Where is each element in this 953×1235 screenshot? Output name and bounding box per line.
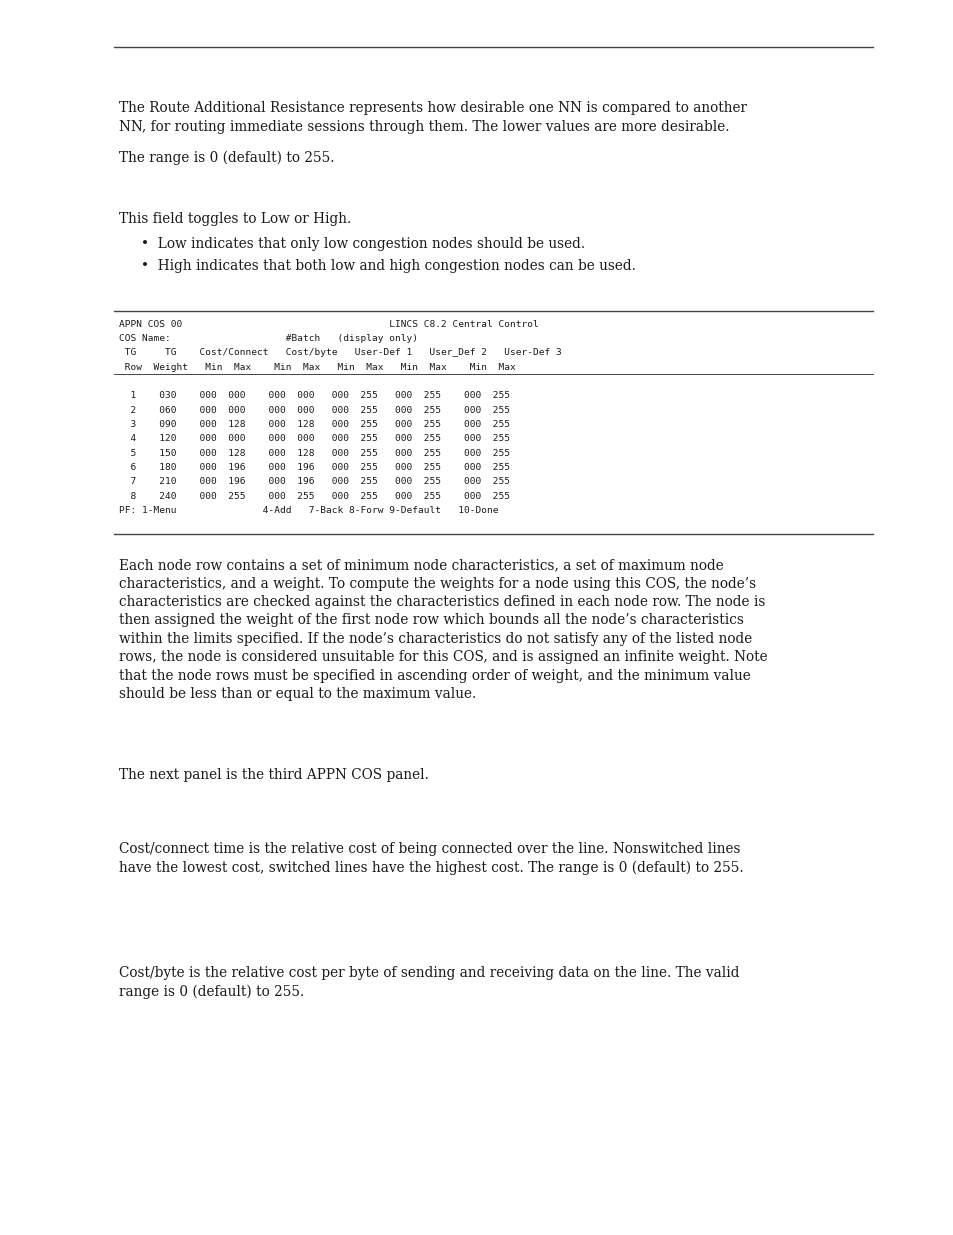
Text: •  Low indicates that only low congestion nodes should be used.: • Low indicates that only low congestion… [141,237,585,251]
Text: PF: 1-Menu               4-Add   7-Back 8-Forw 9-Default   10-Done: PF: 1-Menu 4-Add 7-Back 8-Forw 9-Default… [119,506,498,515]
Text: COS Name:                    #Batch   (display only): COS Name: #Batch (display only) [119,335,417,343]
Text: Cost/connect time is the relative cost of being connected over the line. Nonswit: Cost/connect time is the relative cost o… [119,842,743,876]
Text: 1    030    000  000    000  000   000  255   000  255    000  255: 1 030 000 000 000 000 000 255 000 255 00… [119,391,510,400]
Text: The Route Additional Resistance represents how desirable one NN is compared to a: The Route Additional Resistance represen… [119,101,746,133]
Text: This field toggles to Low or High.: This field toggles to Low or High. [119,212,351,226]
Text: •  High indicates that both low and high congestion nodes can be used.: • High indicates that both low and high … [141,259,636,273]
Text: 5    150    000  128    000  128   000  255   000  255    000  255: 5 150 000 128 000 128 000 255 000 255 00… [119,448,510,458]
Text: Each node row contains a set of minimum node characteristics, a set of maximum n: Each node row contains a set of minimum … [119,558,767,701]
Text: The next panel is the third APPN COS panel.: The next panel is the third APPN COS pan… [119,768,429,782]
Text: Cost/byte is the relative cost per byte of sending and receiving data on the lin: Cost/byte is the relative cost per byte … [119,966,739,999]
Text: The range is 0 (default) to 255.: The range is 0 (default) to 255. [119,151,335,165]
Text: 4    120    000  000    000  000   000  255   000  255    000  255: 4 120 000 000 000 000 000 255 000 255 00… [119,435,510,443]
Text: 3    090    000  128    000  128   000  255   000  255    000  255: 3 090 000 128 000 128 000 255 000 255 00… [119,420,510,429]
Text: APPN COS 00                                    LINCS C8.2 Central Control: APPN COS 00 LINCS C8.2 Central Control [119,320,538,329]
Text: 6    180    000  196    000  196   000  255   000  255    000  255: 6 180 000 196 000 196 000 255 000 255 00… [119,463,510,472]
Text: 8    240    000  255    000  255   000  255   000  255    000  255: 8 240 000 255 000 255 000 255 000 255 00… [119,492,510,500]
Text: 2    060    000  000    000  000   000  255   000  255    000  255: 2 060 000 000 000 000 000 255 000 255 00… [119,406,510,415]
Text: 7    210    000  196    000  196   000  255   000  255    000  255: 7 210 000 196 000 196 000 255 000 255 00… [119,477,510,487]
Text: Row  Weight   Min  Max    Min  Max   Min  Max   Min  Max    Min  Max: Row Weight Min Max Min Max Min Max Min M… [119,363,516,372]
Text: TG     TG    Cost/Connect   Cost/byte   User-Def 1   User_Def 2   User-Def 3: TG TG Cost/Connect Cost/byte User-Def 1 … [119,348,561,357]
